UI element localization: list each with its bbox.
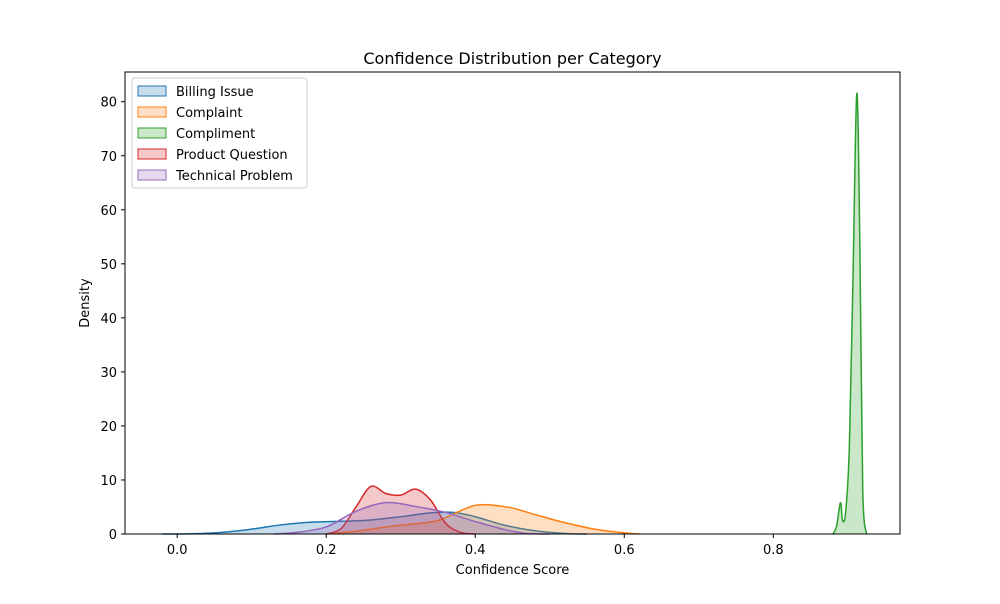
legend-label-complaint: Complaint [176,106,242,121]
area-product-question [326,486,476,534]
y-tick-label: 40 [100,312,117,327]
density-areas [162,92,868,535]
y-tick-label: 80 [100,96,117,111]
x-axis-label: Confidence Score [456,563,570,578]
chart-title: Confidence Distribution per Category [363,49,661,68]
legend-swatch-product-question [137,148,167,160]
legend: Billing Issue Complaint Compliment Product … [131,77,308,189]
x-tick-label: 0.4 [465,543,486,558]
y-tick-label: 20 [100,420,117,435]
x-tick-label: 0.6 [614,543,635,558]
y-tick-label: 70 [100,150,117,165]
legend-swatch-billing-issue [137,85,167,97]
y-tick-label: 30 [100,366,117,381]
y-tick-label: 0 [109,528,117,543]
legend-swatch-technical-problem [137,169,167,181]
y-tick-label: 60 [100,204,117,219]
line-billing-issue [162,511,588,535]
line-compliment [832,92,868,535]
area-technical-problem [274,502,550,534]
legend-box [131,77,308,189]
x-axis-ticks: 0.0 0.2 0.4 0.6 0.8 [167,534,784,558]
y-tick-label: 10 [100,474,117,489]
area-compliment [832,93,867,535]
x-tick-label: 0.2 [316,543,337,558]
line-technical-problem [273,501,550,535]
legend-swatch-complaint [137,106,167,118]
y-axis-ticks: 0 10 20 30 40 50 60 70 80 [100,96,125,543]
legend-label-technical-problem: Technical Problem [175,169,293,184]
legend-label-compliment: Compliment [176,127,255,142]
y-axis-label: Density [78,278,93,328]
line-complaint [326,503,640,535]
legend-swatch-compliment [137,127,167,139]
legend-label-billing-issue: Billing Issue [176,85,254,100]
y-tick-label: 50 [100,258,117,273]
legend-label-product-question: Product Question [176,148,288,163]
x-tick-label: 0.0 [167,543,188,558]
area-billing-issue [162,512,588,534]
plot-frame [124,71,901,535]
area-complaint [326,504,640,534]
x-tick-label: 0.8 [763,543,784,558]
